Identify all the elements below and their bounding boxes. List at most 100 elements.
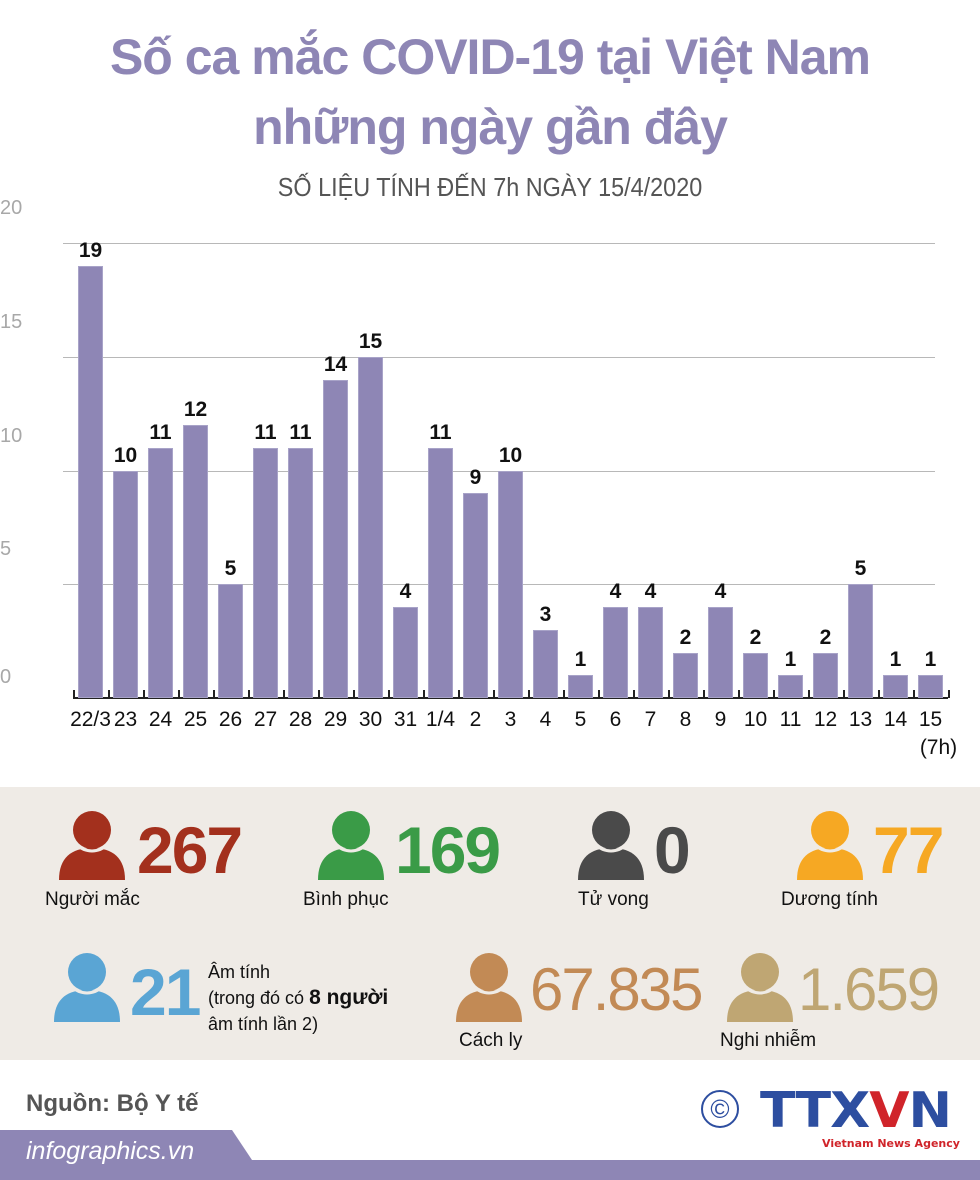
x-tick-label: 9 bbox=[714, 708, 727, 731]
stat-recovered-value: 169 bbox=[395, 813, 501, 887]
person-icon bbox=[318, 810, 384, 880]
x-tick bbox=[878, 690, 880, 698]
x-tick bbox=[528, 690, 530, 698]
x-axis bbox=[73, 697, 948, 699]
stat-negative-value: 21 bbox=[130, 955, 201, 1029]
bar-value-label: 14 bbox=[323, 352, 348, 376]
x-tick-label: 4 bbox=[539, 708, 552, 731]
bar bbox=[323, 379, 348, 698]
y-tick-label: 0 bbox=[0, 666, 12, 688]
stat-suspected-value: 1.659 bbox=[798, 956, 940, 1023]
bar-value-label: 1 bbox=[784, 648, 797, 672]
x-tick-label: 22/3 bbox=[70, 708, 111, 731]
y-tick-label: 15 bbox=[0, 310, 23, 333]
stat-negative-note-line2: (trong đó có 8 người bbox=[208, 985, 388, 1011]
bar-value-label: 11 bbox=[254, 420, 277, 444]
bar bbox=[218, 584, 243, 698]
x-tick-label: 3 bbox=[504, 708, 517, 731]
stat-deaths-label: Tử vong bbox=[578, 889, 649, 910]
person-icon bbox=[54, 952, 120, 1022]
x-tick-label: 15 bbox=[918, 708, 943, 731]
x-tick-label: 27 bbox=[253, 708, 278, 731]
x-tick bbox=[703, 690, 705, 698]
stats-panel: 267 Người mắc 169 Bình phục 0 Tử vong 77… bbox=[0, 787, 980, 1060]
x-tick-label: 5 bbox=[574, 708, 587, 731]
bar-value-label: 11 bbox=[429, 420, 452, 444]
page-title-line1: Số ca mắc COVID-19 tại Việt Nam bbox=[109, 29, 871, 85]
bar-value-label: 5 bbox=[854, 557, 867, 581]
logo-v: V bbox=[869, 1082, 909, 1140]
x-tick-label: 28 bbox=[288, 708, 313, 731]
bar bbox=[673, 652, 698, 698]
x-tick-label: 2 bbox=[469, 708, 482, 731]
x-tick bbox=[318, 690, 320, 698]
x-tick-label: 31 bbox=[393, 708, 418, 731]
x-tick-label: 11 bbox=[779, 708, 802, 731]
stat-positive-value: 77 bbox=[873, 813, 944, 887]
bar-value-label: 11 bbox=[149, 420, 172, 444]
bar-value-label: 5 bbox=[224, 557, 237, 581]
note-bold: 8 người bbox=[309, 986, 389, 1009]
x-tick bbox=[843, 690, 845, 698]
x-tick bbox=[773, 690, 775, 698]
bar bbox=[288, 447, 313, 698]
x-tick bbox=[563, 690, 565, 698]
person-icon bbox=[797, 810, 863, 880]
bar-value-label: 2 bbox=[749, 625, 762, 649]
x-tick bbox=[353, 690, 355, 698]
stat-negative-label: Âm tính bbox=[208, 962, 271, 982]
page-subtitle: SỐ LIỆU TÍNH ĐẾN 7h NGÀY 15/4/2020 bbox=[277, 172, 703, 202]
person-icon bbox=[727, 952, 793, 1022]
x-tick bbox=[143, 690, 145, 698]
bar bbox=[463, 493, 488, 698]
bar bbox=[813, 652, 838, 698]
source-text: Nguồn: Bộ Y tế bbox=[26, 1090, 199, 1117]
stat-positive-label: Dương tính bbox=[781, 889, 879, 910]
logo-n: N bbox=[908, 1082, 952, 1140]
x-tick bbox=[73, 690, 75, 698]
bar-value-label: 10 bbox=[113, 443, 138, 467]
bar-value-label: 4 bbox=[609, 580, 622, 603]
stat-deaths-value: 0 bbox=[654, 813, 691, 887]
x-tick bbox=[738, 690, 740, 698]
copyright-icon: © bbox=[701, 1090, 739, 1128]
bar-value-label: 12 bbox=[183, 398, 208, 421]
x-tick-label: 26 bbox=[218, 708, 243, 731]
bar bbox=[183, 425, 208, 698]
person-icon bbox=[59, 810, 125, 880]
bar-value-label: 15 bbox=[358, 329, 383, 353]
x-tick-label: 24 bbox=[148, 708, 173, 731]
bar bbox=[253, 447, 278, 698]
page-title-line2: những ngày gần đây bbox=[253, 99, 728, 155]
x-tick bbox=[948, 690, 950, 698]
logo-wordmark: TTXVN bbox=[760, 1086, 952, 1135]
bar bbox=[638, 607, 663, 698]
logo-tagline: Vietnam News Agency bbox=[822, 1137, 960, 1150]
stat-infected-label: Người mắc bbox=[45, 889, 140, 910]
x-tick-label: 10 bbox=[743, 708, 768, 731]
bar bbox=[78, 265, 103, 698]
x-tick bbox=[598, 690, 600, 698]
y-tick-label: 20 bbox=[0, 197, 23, 219]
x-tick-label: 25 bbox=[183, 708, 208, 731]
bar-value-label: 3 bbox=[539, 602, 552, 626]
bar bbox=[428, 447, 453, 698]
bar bbox=[533, 629, 558, 698]
bar-chart: 0 5 10 15 20 19 22/3 10 23 11 24 12 25 5 26 11 27 11 28 14 2… bbox=[0, 197, 980, 770]
x-tick bbox=[248, 690, 250, 698]
bar bbox=[393, 607, 418, 698]
x-tick bbox=[913, 690, 915, 698]
stat-recovered-label: Bình phục bbox=[303, 889, 389, 910]
bar-value-label: 2 bbox=[819, 625, 832, 649]
x-tick bbox=[633, 690, 635, 698]
y-tick-label: 10 bbox=[0, 424, 23, 447]
x-tick-label: 8 bbox=[679, 708, 692, 731]
x-tick bbox=[493, 690, 495, 698]
person-icon bbox=[456, 952, 522, 1022]
bar-value-label: 1 bbox=[574, 648, 587, 672]
x-tick bbox=[808, 690, 810, 698]
bar-value-label: 9 bbox=[469, 466, 482, 490]
x-tick-label: 23 bbox=[113, 708, 138, 731]
site-link[interactable]: infographics.vn bbox=[26, 1137, 195, 1165]
bar-value-label: 2 bbox=[679, 625, 692, 649]
